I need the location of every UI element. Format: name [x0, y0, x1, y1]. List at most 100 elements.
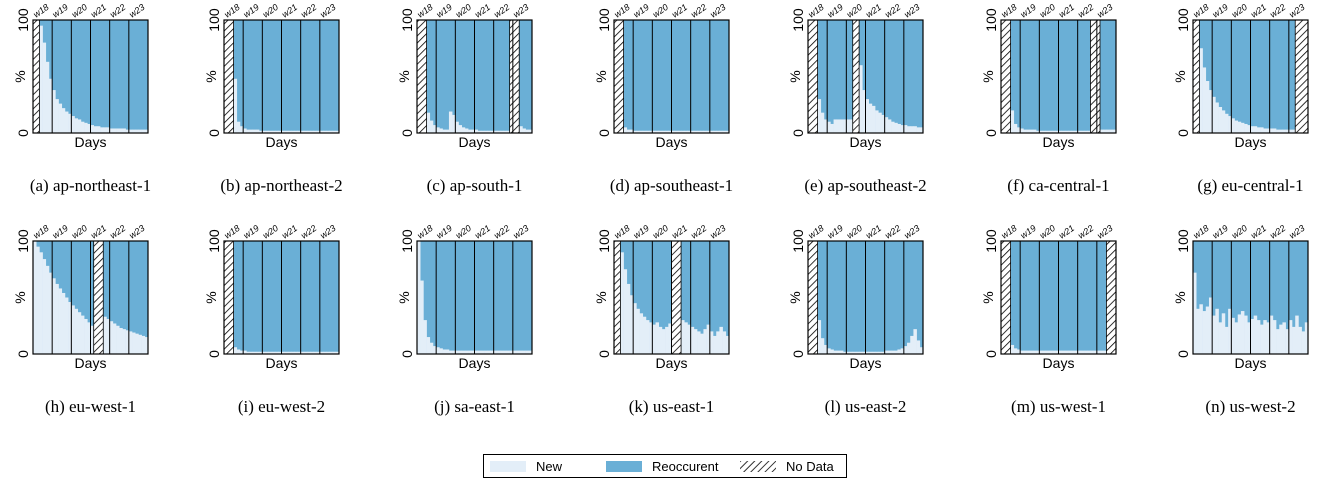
new-bar: [77, 312, 82, 354]
legend-swatch-new: [490, 460, 526, 472]
y-tick-label: 100: [399, 8, 415, 32]
new-bar: [1074, 350, 1078, 354]
new-bar: [106, 318, 110, 354]
week-label: w19: [632, 2, 651, 20]
new-bar: [1228, 308, 1232, 354]
new-bar: [329, 130, 333, 133]
subfigure-caption: (b) ap-northeast-2: [220, 176, 343, 195]
new-bar: [859, 351, 863, 354]
legend-item-new: New: [490, 459, 562, 474]
new-bar: [432, 346, 437, 354]
new-bar: [68, 302, 72, 354]
new-bar: [1013, 348, 1018, 354]
new-bar: [316, 130, 321, 133]
new-bar: [287, 351, 292, 354]
week-label: w20: [70, 2, 89, 20]
week-label: w19: [1019, 223, 1038, 241]
new-bar: [326, 130, 330, 133]
plot-frame: [807, 19, 924, 134]
new-bar: [719, 130, 723, 133]
x-axis-label: Days: [656, 355, 688, 371]
new-bar: [833, 350, 838, 354]
new-bar: [313, 351, 317, 354]
new-bar: [1221, 110, 1226, 133]
plot-frame: [416, 240, 533, 355]
plot-frame: [613, 240, 730, 355]
new-bar: [474, 129, 478, 133]
new-bar: [474, 350, 478, 354]
subfigure-caption: (g) eu-central-1: [1197, 176, 1304, 195]
new-bar: [255, 351, 260, 354]
week-label: w22: [1268, 223, 1287, 241]
new-bar: [1010, 344, 1015, 354]
new-bar: [827, 348, 831, 354]
new-bar: [684, 130, 688, 133]
x-axis-label: Days: [266, 134, 298, 150]
new-bar: [709, 130, 714, 133]
new-bar: [297, 351, 301, 354]
new-bar: [1224, 113, 1229, 133]
new-bar: [265, 351, 270, 354]
week-label: w21: [864, 223, 883, 241]
subfigure-caption: (j) sa-east-1: [434, 397, 515, 416]
new-bar: [706, 324, 711, 354]
new-bar: [239, 126, 244, 133]
new-bar: [458, 350, 463, 354]
week-label: w18: [222, 223, 241, 241]
new-bar: [1276, 329, 1280, 354]
y-tick-label: 0: [206, 129, 222, 137]
new-bar: [1205, 81, 1210, 133]
new-bar: [697, 331, 701, 354]
no-data-hatch: [32, 19, 40, 134]
week-label: w23: [318, 223, 337, 241]
new-bar: [706, 130, 711, 133]
panel-12: w18 w19 w20 w21 w22 w23 0 100% Days: [980, 223, 1117, 371]
y-tick-label: 100: [983, 229, 999, 253]
y-axis-label: %: [1172, 70, 1188, 82]
new-bar: [1055, 130, 1059, 133]
y-axis-label: %: [203, 291, 219, 303]
new-bar: [275, 351, 279, 354]
new-bar: [109, 128, 114, 133]
new-bar: [496, 130, 501, 133]
new-bar: [639, 130, 644, 133]
new-bar: [1263, 128, 1267, 133]
new-bar: [45, 61, 50, 134]
new-bar: [246, 129, 250, 133]
new-bar: [674, 130, 679, 133]
new-bar: [1093, 350, 1098, 354]
new-bar: [1039, 350, 1043, 354]
new-bar: [1068, 130, 1072, 133]
new-bar: [823, 119, 828, 133]
new-bar: [294, 130, 298, 133]
new-bar: [687, 324, 691, 354]
new-bar: [484, 130, 488, 133]
panel-7: w18 w19 w20 w21 w22 w23 0 100% Days: [12, 223, 149, 371]
plot-frame: [1000, 240, 1117, 355]
new-bar: [1061, 350, 1066, 354]
new-bar: [503, 350, 507, 354]
y-tick-label: 0: [983, 350, 999, 358]
new-bar: [1100, 350, 1104, 354]
new-bar: [907, 342, 911, 354]
week-label: w21: [1057, 223, 1076, 241]
new-bar: [1269, 128, 1274, 133]
legend-swatch-nodata: [740, 460, 776, 472]
new-bar: [74, 118, 79, 133]
new-bar: [122, 128, 126, 133]
week-label: w22: [1076, 223, 1095, 241]
week-label: w18: [806, 2, 825, 20]
new-bar: [878, 351, 882, 354]
x-axis-label: Days: [1235, 134, 1267, 150]
new-bar: [316, 351, 321, 354]
new-bar: [528, 129, 533, 133]
new-bar: [839, 350, 844, 354]
new-bar: [259, 351, 263, 354]
new-bar: [249, 351, 254, 354]
new-bar: [871, 105, 876, 133]
plot-frame: [32, 19, 149, 134]
new-bar: [700, 130, 704, 133]
new-bar: [236, 349, 241, 354]
new-bar: [307, 351, 311, 354]
